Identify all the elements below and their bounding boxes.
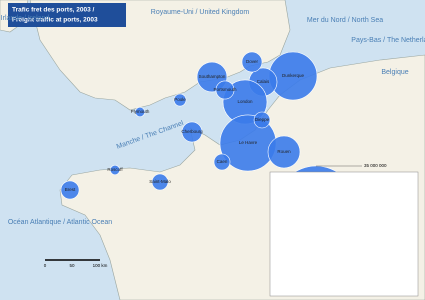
port-label: Portsmouth xyxy=(213,87,237,92)
port-label: Brest xyxy=(65,187,76,192)
legend-box xyxy=(269,171,419,297)
port-label: Saint-Malo xyxy=(149,179,171,184)
legend-value: 35 000 000 xyxy=(364,163,387,168)
port-bubble xyxy=(173,93,187,107)
port-label: London xyxy=(237,99,253,104)
port-bubble xyxy=(253,111,271,129)
port-label: Southampton xyxy=(199,74,226,79)
port-bubble xyxy=(181,121,203,143)
port-label: Dover xyxy=(246,59,259,64)
port-label: Dieppe xyxy=(255,117,270,122)
scale-label: 50 xyxy=(69,263,75,268)
scale-label: 100 km xyxy=(93,263,108,268)
port-label: Calais xyxy=(257,79,270,84)
port-bubble xyxy=(213,153,231,171)
sea-label: Océan Atlantique / Atlantic Ocean xyxy=(8,219,112,226)
uk-land xyxy=(29,0,291,111)
port-label: Rouen xyxy=(277,149,291,154)
sea-label: Belgique xyxy=(381,69,408,76)
port-label: Le Havre xyxy=(239,140,258,145)
scale-label: 0 xyxy=(44,263,47,268)
port-bubble xyxy=(215,80,235,100)
title-box xyxy=(8,3,126,27)
port-label: Poole xyxy=(174,97,186,102)
port-bubble xyxy=(60,180,80,200)
port-label: Plymouth xyxy=(131,109,150,114)
sea-label: Royaume-Uni / United Kingdom xyxy=(151,9,250,16)
port-bubble xyxy=(134,106,146,118)
port-bubble xyxy=(267,135,301,169)
port-label: Caen xyxy=(217,159,228,164)
port-label: Cherbourg xyxy=(181,129,203,134)
title: Freight traffic at ports, 2003 xyxy=(12,17,98,24)
sea-label: Pays-Bas / The Netherlands xyxy=(351,37,425,44)
sea-label: Irlande / Ireland xyxy=(1,15,50,22)
title: Trafic fret des ports, 2003 / xyxy=(12,7,95,14)
port-label: Roscoff xyxy=(107,167,123,172)
port-bubble xyxy=(151,173,169,191)
sea-label: Mer du Nord / North Sea xyxy=(307,17,383,24)
port-bubble xyxy=(109,164,121,176)
port-label: Dunkerque xyxy=(282,73,305,78)
port-bubble xyxy=(241,51,263,73)
